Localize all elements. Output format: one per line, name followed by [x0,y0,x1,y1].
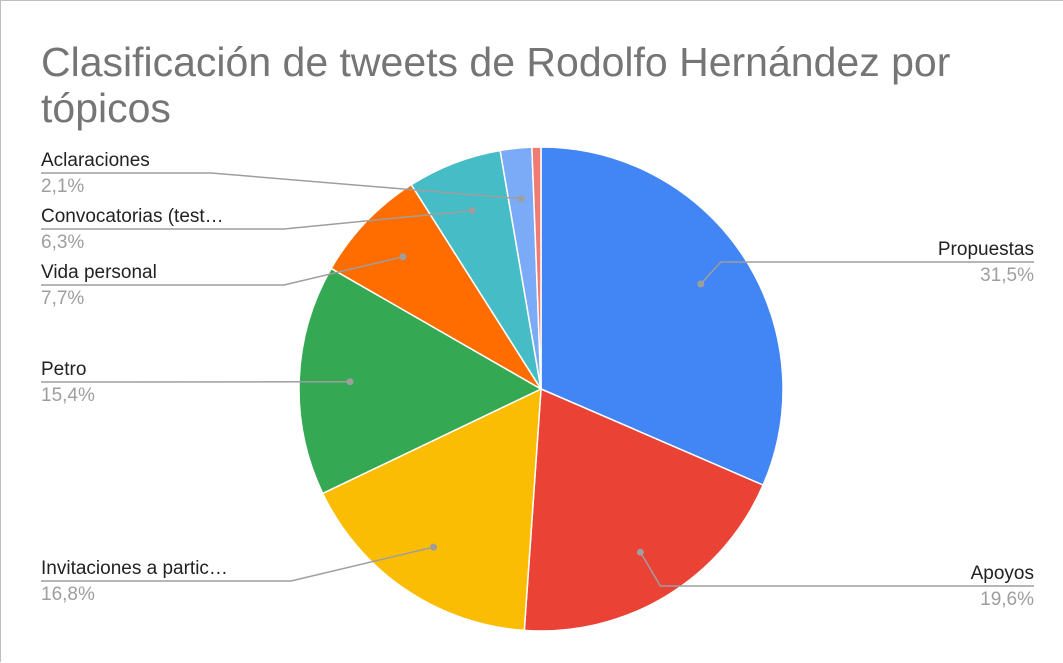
slice-label-propuestas: Propuestas [938,239,1034,260]
slice-value-convocatorias-test: 6,3% [41,232,84,253]
slice-value-propuestas: 31,5% [980,265,1034,286]
slice-value-vida-personal: 7,7% [41,288,84,309]
slice-label-petro: Petro [41,359,86,380]
slice-value-petro: 15,4% [41,385,95,406]
slice-label-convocatorias-test: Convocatorias (test… [41,206,224,227]
slice-value-invitaciones-a-partic: 16,8% [41,584,95,605]
slice-label-invitaciones-a-partic: Invitaciones a partic… [41,558,228,579]
slice-label-apoyos: Apoyos [971,563,1034,584]
slice-label-aclaraciones: Aclaraciones [41,150,150,171]
pie-slices [299,147,783,631]
slice-value-apoyos: 19,6% [980,589,1034,610]
slice-value-aclaraciones: 2,1% [41,176,84,197]
slice-label-vida-personal: Vida personal [41,262,157,283]
